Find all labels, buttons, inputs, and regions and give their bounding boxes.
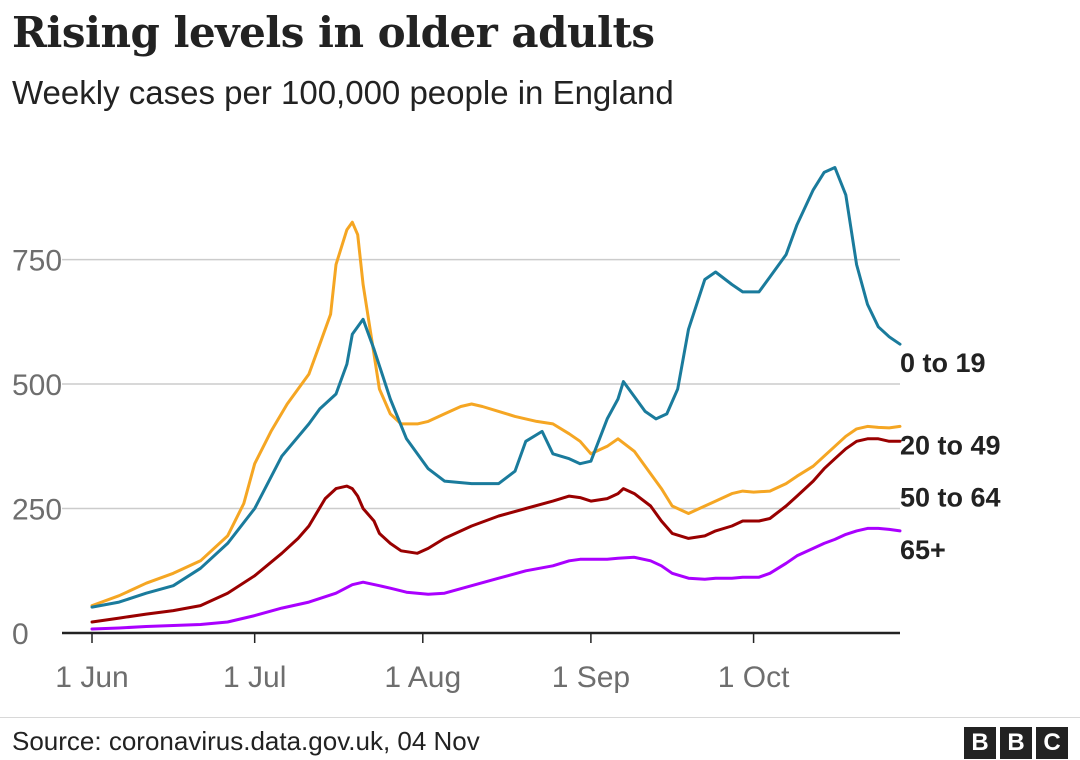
x-tick-label: 1 Oct [718,661,790,694]
x-tick-label: 1 Sep [552,661,630,694]
gridlines [62,258,900,510]
series-lines [90,166,902,631]
y-tick-label: 500 [12,369,62,402]
series-label: 50 to 64 [900,482,1001,512]
series-line [90,437,902,624]
chart-title: Rising levels in older adults [12,8,655,57]
x-tick-label: 1 Jun [55,661,128,694]
series-line [90,166,902,609]
logo-letter: B [1000,727,1032,759]
series-label: 0 to 19 [900,348,986,378]
x-tick-label: 1 Jul [223,661,286,694]
logo-letter: C [1036,727,1068,759]
bbc-logo: B B C [964,727,1068,759]
series-labels: 0 to 19 20 to 49 50 to 64 65+ [900,348,1001,565]
series-label: 20 to 49 [900,430,1001,460]
line-chart: 1 Jun 1 Jul 1 Aug 1 Sep 1 Oct 0 250 500 750 0 t… [12,166,1001,694]
y-tick-label: 250 [12,494,62,527]
source-note: Source: coronavirus.data.gov.uk, 04 Nov [12,726,480,756]
y-tick-label: 750 [12,245,62,278]
y-tick-label: 0 [12,618,29,651]
x-tick-label: 1 Aug [384,661,461,694]
y-axis-ticks: 0 250 500 750 [12,245,62,651]
series-label: 65+ [900,535,946,565]
series-line [90,220,902,608]
series-line [90,526,902,631]
logo-letter: B [964,727,996,759]
chart-subtitle: Weekly cases per 100,000 people in Engla… [12,74,674,111]
footer-divider [0,717,1080,718]
x-axis-ticks: 1 Jun 1 Jul 1 Aug 1 Sep 1 Oct [55,633,790,694]
